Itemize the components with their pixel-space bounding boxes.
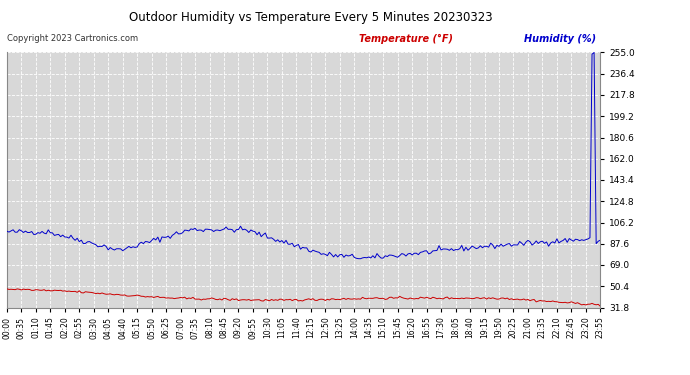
Text: Outdoor Humidity vs Temperature Every 5 Minutes 20230323: Outdoor Humidity vs Temperature Every 5 … [129, 11, 492, 24]
Text: Copyright 2023 Cartronics.com: Copyright 2023 Cartronics.com [7, 34, 138, 43]
Text: Temperature (°F): Temperature (°F) [359, 34, 453, 44]
Text: Humidity (%): Humidity (%) [524, 34, 597, 44]
